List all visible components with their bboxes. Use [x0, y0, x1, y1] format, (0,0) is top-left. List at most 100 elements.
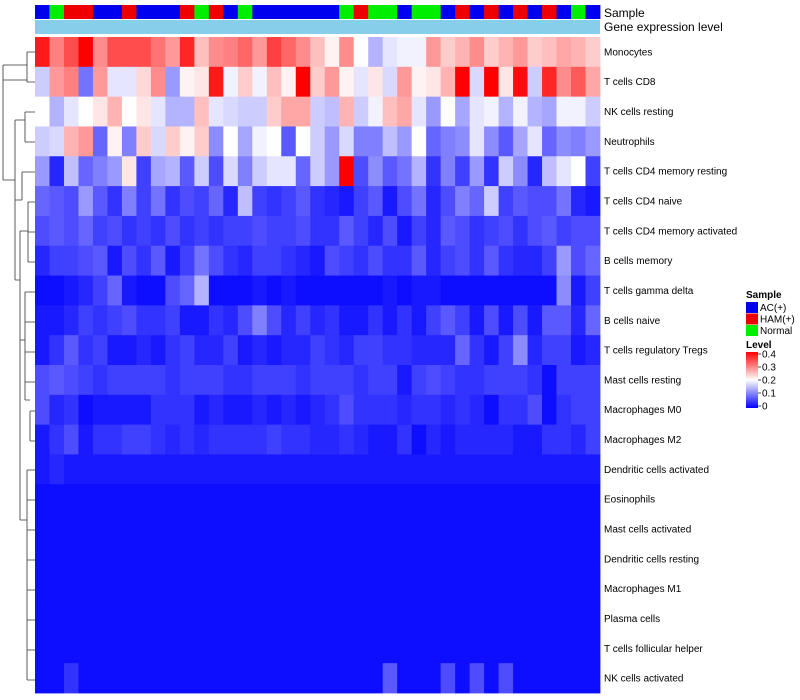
sample-legend-label: AC(+): [760, 303, 786, 314]
heatmap-cell: [223, 484, 239, 515]
sample-annotation-cell: [397, 5, 413, 19]
heatmap-cell: [527, 514, 543, 545]
heatmap-cell: [150, 603, 166, 634]
heatmap-cell: [35, 186, 50, 217]
heatmap-cell: [455, 424, 471, 455]
heatmap-cell: [266, 543, 282, 575]
heatmap-cell: [513, 66, 528, 98]
heatmap-cell: [324, 126, 340, 157]
heatmap-cell: [92, 454, 108, 485]
heatmap-cell: [252, 543, 268, 575]
heatmap-cell: [165, 484, 181, 515]
heatmap-cell: [223, 215, 239, 247]
heatmap-cell: [165, 305, 181, 336]
heatmap-cell: [498, 156, 514, 187]
heatmap-cell: [295, 543, 311, 575]
heatmap-cell: [237, 514, 253, 545]
row-label: Neutrophils: [604, 137, 655, 148]
heatmap-cell: [353, 245, 369, 276]
heatmap-cell: [411, 514, 427, 545]
heatmap-cell: [266, 96, 282, 127]
heatmap-cell: [310, 126, 326, 157]
heatmap-cell: [295, 603, 311, 634]
heatmap-cell: [252, 275, 268, 306]
heatmap-cell: [382, 394, 398, 426]
heatmap-cell: [35, 275, 50, 306]
heatmap-cell: [324, 424, 340, 455]
heatmap-cell: [542, 543, 557, 575]
sample-annotation-cell: [513, 5, 528, 19]
heatmap-cell: [179, 156, 195, 187]
row-label: Mast cells activated: [604, 525, 691, 536]
heatmap-cell: [49, 186, 65, 217]
heatmap-cell: [252, 186, 268, 217]
heatmap-cell: [571, 633, 586, 664]
heatmap-cell: [150, 305, 166, 336]
heatmap-cell: [310, 96, 326, 127]
heatmap-cell: [382, 484, 398, 515]
heatmap-cell: [237, 603, 253, 634]
heatmap-cell: [440, 335, 456, 366]
heatmap-cell: [585, 484, 601, 515]
heatmap-cell: [121, 156, 137, 187]
heatmap-cell: [179, 66, 195, 98]
heatmap-cell: [49, 66, 65, 98]
sample-annotation-cell: [310, 5, 326, 19]
heatmap-cell: [440, 126, 456, 157]
heatmap-cell: [484, 96, 499, 127]
heatmap-cell: [208, 633, 224, 664]
heatmap-cell: [165, 514, 181, 545]
heatmap-cell: [484, 215, 499, 247]
heatmap-cell: [498, 603, 514, 634]
sample-annotation-cell: [455, 5, 471, 19]
row-label: NK cells activated: [604, 674, 683, 685]
row-label: Macrophages M1: [604, 584, 682, 595]
heatmap-cell: [542, 37, 557, 68]
heatmap-cell: [35, 633, 50, 664]
heatmap-cell: [150, 484, 166, 515]
heatmap-cell: [78, 37, 94, 68]
heatmap-cell: [310, 37, 326, 68]
heatmap-cell: [107, 454, 123, 485]
heatmap-cell: [179, 96, 195, 127]
sample-annotation-cell: [556, 5, 572, 19]
heatmap-cell: [498, 66, 514, 98]
heatmap-cell: [208, 305, 224, 336]
heatmap-cell: [440, 156, 456, 187]
level-tick-label: 0.4: [762, 350, 776, 361]
heatmap-cell: [208, 96, 224, 127]
heatmap-cell: [440, 424, 456, 455]
heatmap-cell: [397, 66, 413, 98]
heatmap-cell: [498, 96, 514, 127]
heatmap-cell: [556, 215, 572, 247]
heatmap-cell: [208, 454, 224, 485]
heatmap-cell: [542, 394, 557, 426]
heatmap-cell: [208, 186, 224, 217]
heatmap-cell: [35, 335, 50, 366]
heatmap-cell: [92, 335, 108, 366]
heatmap-cell: [440, 663, 456, 694]
heatmap-cell: [179, 633, 195, 664]
heatmap-cell: [324, 514, 340, 545]
heatmap-cell: [353, 66, 369, 98]
heatmap-cell: [310, 275, 326, 306]
heatmap-cell: [571, 66, 586, 98]
heatmap-cell: [194, 126, 210, 157]
heatmap-cell: [542, 424, 557, 455]
heatmap-cell: [35, 603, 50, 634]
heatmap-cell: [136, 37, 152, 68]
heatmap-cell: [49, 454, 65, 485]
annotation-label-sample: Sample: [604, 6, 645, 20]
heatmap-cell: [121, 215, 137, 247]
heatmap-cell: [107, 245, 123, 276]
level-legend: Level 0.4 0.3 0.2 0.1 0: [746, 340, 776, 413]
row-label: T cells CD4 memory activated: [604, 226, 737, 237]
heatmap-cell: [121, 454, 137, 485]
heatmap-cell: [426, 633, 442, 664]
heatmap-cell: [252, 335, 268, 366]
heatmap-cell: [397, 484, 413, 515]
heatmap-cell: [49, 275, 65, 306]
heatmap-cell: [484, 633, 499, 664]
heatmap-cell: [63, 126, 79, 157]
sample-annotation-cell: [542, 5, 557, 19]
